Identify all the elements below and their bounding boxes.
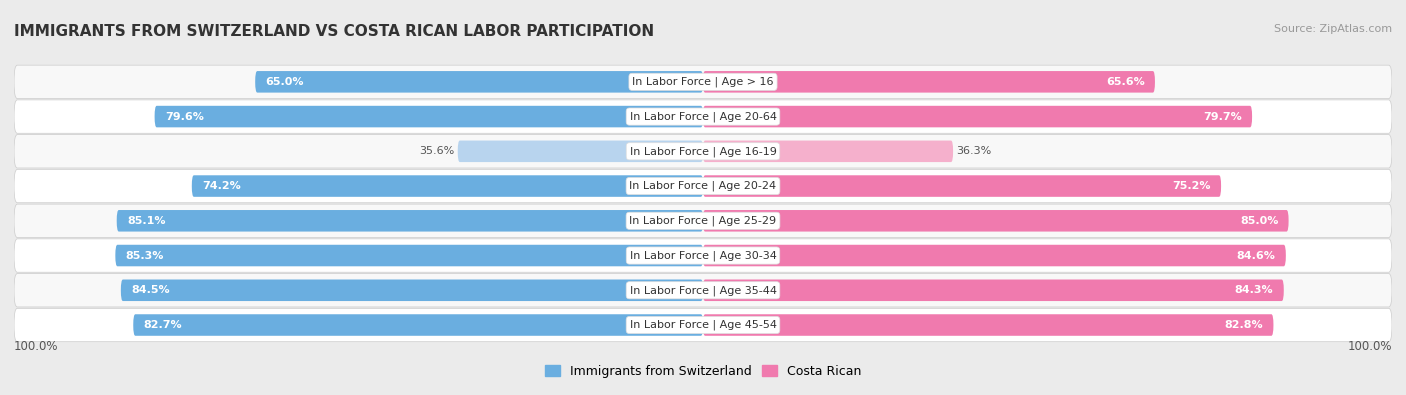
Text: 79.7%: 79.7% xyxy=(1204,111,1241,122)
Text: Source: ZipAtlas.com: Source: ZipAtlas.com xyxy=(1274,24,1392,34)
Text: 84.5%: 84.5% xyxy=(131,285,170,295)
FancyBboxPatch shape xyxy=(703,141,953,162)
Text: 100.0%: 100.0% xyxy=(1347,340,1392,353)
FancyBboxPatch shape xyxy=(14,274,1392,307)
FancyBboxPatch shape xyxy=(703,71,1154,92)
Text: In Labor Force | Age 16-19: In Labor Force | Age 16-19 xyxy=(630,146,776,156)
Text: 85.0%: 85.0% xyxy=(1240,216,1278,226)
Text: 100.0%: 100.0% xyxy=(14,340,59,353)
FancyBboxPatch shape xyxy=(458,141,703,162)
Text: 74.2%: 74.2% xyxy=(202,181,240,191)
Text: In Labor Force | Age 25-29: In Labor Force | Age 25-29 xyxy=(630,216,776,226)
Text: In Labor Force | Age > 16: In Labor Force | Age > 16 xyxy=(633,77,773,87)
FancyBboxPatch shape xyxy=(134,314,703,336)
Text: In Labor Force | Age 20-24: In Labor Force | Age 20-24 xyxy=(630,181,776,191)
Text: In Labor Force | Age 45-54: In Labor Force | Age 45-54 xyxy=(630,320,776,330)
FancyBboxPatch shape xyxy=(703,314,1274,336)
FancyBboxPatch shape xyxy=(14,239,1392,272)
Text: 85.3%: 85.3% xyxy=(125,250,165,261)
FancyBboxPatch shape xyxy=(155,106,703,127)
Text: 36.3%: 36.3% xyxy=(956,146,991,156)
FancyBboxPatch shape xyxy=(14,65,1392,98)
Legend: Immigrants from Switzerland, Costa Rican: Immigrants from Switzerland, Costa Rican xyxy=(541,361,865,382)
Text: 75.2%: 75.2% xyxy=(1173,181,1211,191)
Text: 82.7%: 82.7% xyxy=(143,320,183,330)
FancyBboxPatch shape xyxy=(191,175,703,197)
FancyBboxPatch shape xyxy=(121,280,703,301)
Text: 65.6%: 65.6% xyxy=(1107,77,1144,87)
FancyBboxPatch shape xyxy=(14,204,1392,237)
Text: 35.6%: 35.6% xyxy=(419,146,454,156)
FancyBboxPatch shape xyxy=(703,106,1253,127)
FancyBboxPatch shape xyxy=(703,210,1289,231)
FancyBboxPatch shape xyxy=(14,169,1392,203)
FancyBboxPatch shape xyxy=(703,280,1284,301)
Text: 84.6%: 84.6% xyxy=(1237,250,1275,261)
Text: 82.8%: 82.8% xyxy=(1225,320,1263,330)
Text: 65.0%: 65.0% xyxy=(266,77,304,87)
Text: 85.1%: 85.1% xyxy=(127,216,166,226)
Text: 79.6%: 79.6% xyxy=(165,111,204,122)
Text: In Labor Force | Age 30-34: In Labor Force | Age 30-34 xyxy=(630,250,776,261)
FancyBboxPatch shape xyxy=(703,175,1220,197)
FancyBboxPatch shape xyxy=(14,308,1392,342)
FancyBboxPatch shape xyxy=(117,210,703,231)
Text: 84.3%: 84.3% xyxy=(1234,285,1274,295)
FancyBboxPatch shape xyxy=(115,245,703,266)
Text: IMMIGRANTS FROM SWITZERLAND VS COSTA RICAN LABOR PARTICIPATION: IMMIGRANTS FROM SWITZERLAND VS COSTA RIC… xyxy=(14,24,654,39)
Text: In Labor Force | Age 35-44: In Labor Force | Age 35-44 xyxy=(630,285,776,295)
FancyBboxPatch shape xyxy=(14,100,1392,133)
FancyBboxPatch shape xyxy=(254,71,703,92)
FancyBboxPatch shape xyxy=(703,245,1286,266)
FancyBboxPatch shape xyxy=(14,135,1392,168)
Text: In Labor Force | Age 20-64: In Labor Force | Age 20-64 xyxy=(630,111,776,122)
